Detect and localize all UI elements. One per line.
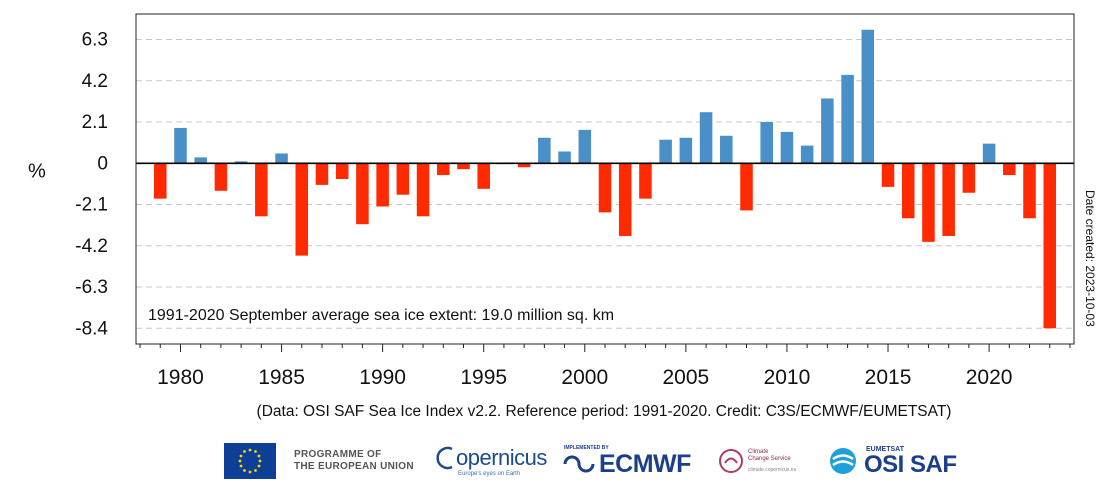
x-tick-label: 1990 [359,366,406,389]
osi-saf-icon [830,448,856,474]
x-tick-label: 2015 [865,366,912,389]
bar [315,163,329,185]
copernicus-c-icon [436,446,453,470]
x-ticks: 1980 1985 1990 1995 2000 2005 2010 2015 2020 [139,344,1071,389]
osi-saf-logo: EUMETSAT OSI SAF [828,446,957,477]
bar [821,98,834,164]
bar [255,163,268,217]
bar [800,145,814,164]
eu-programme-label: PROGRAMME OF THE EUROPEAN UNION [294,449,414,472]
y-axis-label: % [28,160,46,182]
bar [558,151,571,164]
bar [942,163,955,236]
bar [740,163,753,211]
x-tick-label: 2020 [966,366,1013,389]
bar [1023,163,1036,219]
bar [153,163,167,199]
x-tick-label: 2010 [764,366,811,389]
bar [760,122,773,164]
bar [618,163,632,236]
eu-flag-icon [224,443,276,479]
bars [153,29,1057,329]
x-tick-label: 1980 [157,366,204,389]
bar [396,163,410,195]
bar [416,163,430,217]
x-tick-label: 2005 [663,366,710,389]
x-tick-label: 1985 [258,366,305,389]
bar [517,163,531,168]
bar [437,163,450,176]
y-tick-label: 2.1 [82,112,108,133]
bar [861,29,875,164]
y-tick-label: -2.1 [75,195,108,216]
y-tick-label: 0 [97,153,108,174]
bar [295,163,309,256]
ecmwf-swirl-icon [563,455,595,473]
bar [699,112,713,164]
bar [901,163,915,219]
bar [174,127,187,164]
date-created-label: Date created: 2023-10-03 [1083,190,1097,327]
bar [881,163,895,187]
bar [457,163,470,170]
c3s-icon [719,449,743,473]
c3s-logo: Climate Change Service climate.copernicu… [718,448,810,474]
bar [780,131,794,164]
bar [538,137,551,164]
bar [477,163,490,189]
bar [841,74,854,164]
bar [1003,163,1016,176]
bar [639,163,652,199]
bar [922,163,935,242]
bar [679,137,693,164]
bar [194,157,207,164]
x-tick-label: 2000 [561,366,608,389]
bar-chart: 1980 1985 1990 1995 2000 2005 2010 2015 2020 6.3… [28,13,1097,420]
ecmwf-logo: IMPLEMENTED BY ECMWF [563,445,691,478]
y-tick-label: -4.2 [75,236,108,257]
bar [720,135,733,164]
bar [598,163,612,213]
y-tick-label: -6.3 [75,277,108,298]
bar [376,163,389,207]
bar [275,153,288,164]
bar [335,163,349,179]
bar [962,163,976,193]
data-credit-caption: (Data: OSI SAF Sea Ice Index v2.2. Refer… [257,403,952,420]
partner-logos: PROGRAMME OF THE EUROPEAN UNION opernicu… [224,436,984,486]
x-tick-label: 1995 [460,366,507,389]
bar [234,161,248,164]
reference-annotation: 1991-2020 September average sea ice exte… [148,307,614,324]
bar [214,163,228,191]
bar [356,163,369,225]
grid-lines [136,39,1074,329]
bar [1043,163,1057,329]
bar [659,139,672,164]
copernicus-logo: opernicus Europe's eyes on Earth [436,445,547,477]
y-tick-label: -8.4 [75,318,108,339]
y-axis-labels: 6.3 4.2 2.1 0 -2.1 -4.2 -6.3 -8.4 [75,30,108,340]
bar [982,143,996,164]
y-tick-label: 6.3 [82,30,108,51]
y-tick-label: 4.2 [82,71,108,92]
bar [578,129,592,164]
